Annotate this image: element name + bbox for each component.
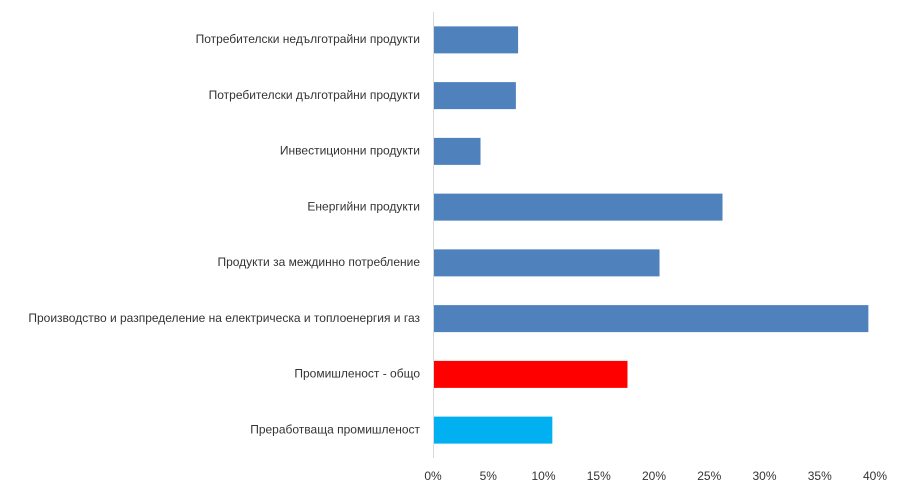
- category-label-7: Промишленост - общо: [294, 367, 420, 381]
- x-tick-label-3: 10%: [531, 469, 555, 483]
- x-tick-label-7: 30%: [752, 469, 776, 483]
- category-label-2: Потребителски дълготрайни продукти: [209, 88, 420, 102]
- bar-7: [433, 360, 628, 388]
- x-tick-label-6: 25%: [697, 469, 721, 483]
- bars-group: [433, 26, 869, 444]
- x-tick-label-2: 5%: [480, 469, 498, 483]
- category-labels-group: Потребителски недълготрайни продукти Потр…: [28, 32, 420, 436]
- x-tick-label-9: 40%: [863, 469, 887, 483]
- category-label-1: Потребителски недълготрайни продукти: [196, 32, 420, 46]
- bar-6: [433, 305, 869, 333]
- bar-3: [433, 137, 481, 165]
- x-tick-label-5: 20%: [642, 469, 666, 483]
- category-label-8: Преработваща промишленост: [250, 422, 420, 436]
- bar-1: [433, 26, 519, 54]
- category-label-5: Продукти за междинно потребление: [217, 255, 420, 269]
- x-tick-label-1: 0%: [424, 469, 442, 483]
- bar-2: [433, 82, 516, 110]
- x-tick-label-4: 15%: [587, 469, 611, 483]
- bar-5: [433, 249, 660, 277]
- category-label-4: Енергийни продукти: [307, 199, 420, 213]
- category-label-3: Инвестиционни продукти: [280, 144, 420, 158]
- bar-4: [433, 193, 723, 221]
- x-axis-ticks-group: 0% 5% 10% 15% 20% 25% 30% 35% 40%: [424, 469, 887, 483]
- bar-8: [433, 416, 553, 444]
- x-tick-label-8: 35%: [808, 469, 832, 483]
- category-label-6: Производство и разпределение на електрич…: [28, 311, 420, 325]
